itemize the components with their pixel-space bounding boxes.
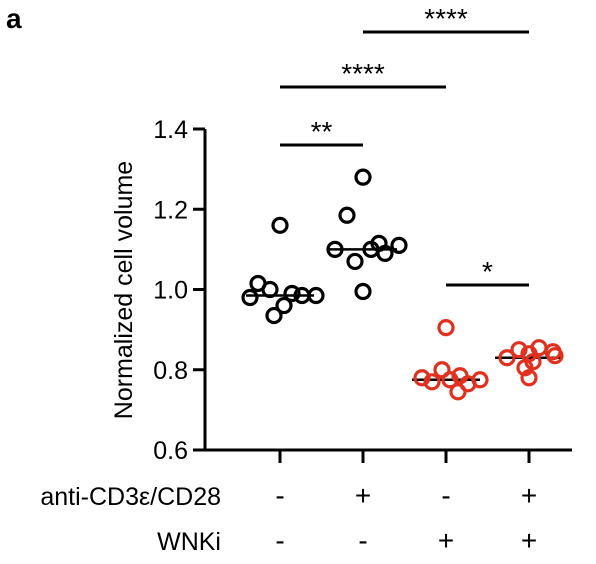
condition-value: +: [355, 480, 371, 511]
significance-label: **: [311, 116, 333, 147]
data-point: [354, 282, 372, 301]
data-point: [307, 286, 325, 305]
data-point: [390, 236, 408, 254]
y-axis-label: Normalized cell volume: [110, 161, 138, 419]
condition-label: WNKi: [157, 528, 221, 556]
data-point: [261, 280, 279, 299]
panel-label: a: [6, 3, 22, 34]
data-point: [275, 296, 293, 315]
y-tick-label: 0.6: [153, 437, 188, 465]
data-point: [241, 288, 259, 307]
data-point: [283, 284, 301, 303]
data-point: [354, 168, 372, 186]
data-point: [498, 349, 516, 367]
data-point: [449, 383, 467, 401]
data-point: [413, 369, 431, 387]
data-point: [516, 359, 534, 377]
data-point: [265, 306, 283, 325]
condition-value: +: [521, 525, 537, 556]
data-point: [510, 341, 528, 359]
data-point: [423, 373, 441, 391]
significance-label: ****: [424, 3, 468, 34]
condition-value: -: [275, 480, 284, 511]
y-tick-label: 0.8: [153, 357, 188, 385]
significance-label: *: [482, 256, 493, 287]
y-tick-label: 1.2: [153, 196, 188, 224]
y-tick-label: 1.0: [153, 277, 188, 305]
condition-value: -: [441, 480, 450, 511]
significance-label: ****: [341, 58, 385, 89]
data-point: [326, 240, 344, 258]
data-point: [520, 369, 538, 387]
condition-value: +: [438, 525, 454, 556]
data-point: [338, 206, 356, 224]
condition-label: anti-CD3ε/CD28: [40, 483, 221, 511]
data-point: [271, 216, 289, 234]
condition-value: +: [521, 480, 537, 511]
data-point: [346, 252, 364, 271]
data-point: [546, 347, 564, 365]
condition-value: -: [358, 525, 367, 556]
condition-value: -: [275, 525, 284, 556]
data-point: [441, 371, 459, 389]
data-point: [437, 319, 455, 337]
data-point: [376, 244, 394, 262]
y-tick-label: 1.4: [153, 116, 188, 144]
